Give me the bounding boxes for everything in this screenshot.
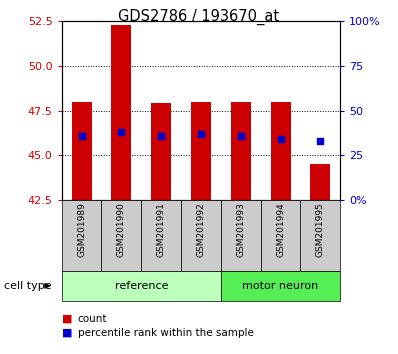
Text: motor neuron: motor neuron (242, 281, 319, 291)
Bar (151, 103, 171, 200)
Text: GSM201991: GSM201991 (157, 202, 166, 257)
Text: GSM201995: GSM201995 (316, 202, 325, 257)
Text: cell type: cell type (4, 281, 52, 291)
Text: GSM201989: GSM201989 (77, 202, 86, 257)
Point (158, 133, 164, 138)
Bar (310, 164, 330, 200)
Point (198, 131, 204, 137)
Text: GSM201993: GSM201993 (236, 202, 245, 257)
Text: ■: ■ (62, 328, 72, 338)
Bar (72, 102, 92, 200)
Text: GSM201990: GSM201990 (117, 202, 126, 257)
Text: GSM201992: GSM201992 (197, 202, 205, 257)
Point (277, 136, 284, 142)
Text: reference: reference (115, 281, 168, 291)
Bar (111, 25, 131, 200)
Text: count: count (78, 314, 107, 324)
Text: GDS2786 / 193670_at: GDS2786 / 193670_at (119, 9, 279, 25)
Point (238, 133, 244, 138)
Point (78, 133, 85, 138)
Point (317, 138, 324, 144)
Text: GSM201994: GSM201994 (276, 202, 285, 257)
Point (118, 129, 125, 135)
Bar (271, 102, 291, 200)
Bar (191, 102, 211, 200)
Bar (231, 102, 251, 200)
Text: ■: ■ (62, 314, 72, 324)
Text: percentile rank within the sample: percentile rank within the sample (78, 328, 254, 338)
